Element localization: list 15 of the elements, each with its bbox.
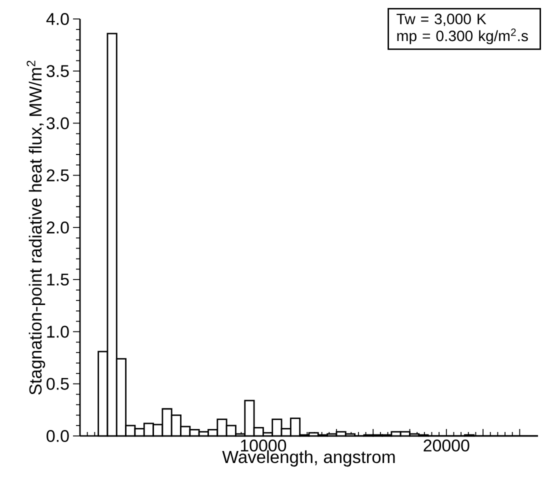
- y-axis-title: Stagnation-point radiative heat flux, MW/m$^{2}$: [26, 60, 46, 395]
- y-tick-label: 0.5: [46, 378, 69, 390]
- y-tick-label: 1.5: [47, 274, 69, 286]
- y-tick-label: 4.0: [46, 12, 69, 25]
- y-tick-label: 3.5: [46, 65, 69, 78]
- x-tick-label: 10000: [240, 440, 286, 452]
- y-tick-label: 2.0: [46, 221, 69, 234]
- y-tick-label: 2.5: [46, 169, 69, 182]
- y-tick-label: 0.0: [46, 430, 69, 442]
- x-axis-title: Wavelength, angstrom: [222, 450, 395, 467]
- y-tick-label: 1.0: [47, 326, 69, 338]
- annotation: Tw = 3,000 K: [396, 14, 486, 26]
- y-tick-label: 3.0: [46, 117, 69, 130]
- x-tick-label: 20000: [424, 440, 470, 452]
- annotation: mp = 0.300 kg/m$^{2}$.s: [397, 28, 528, 44]
